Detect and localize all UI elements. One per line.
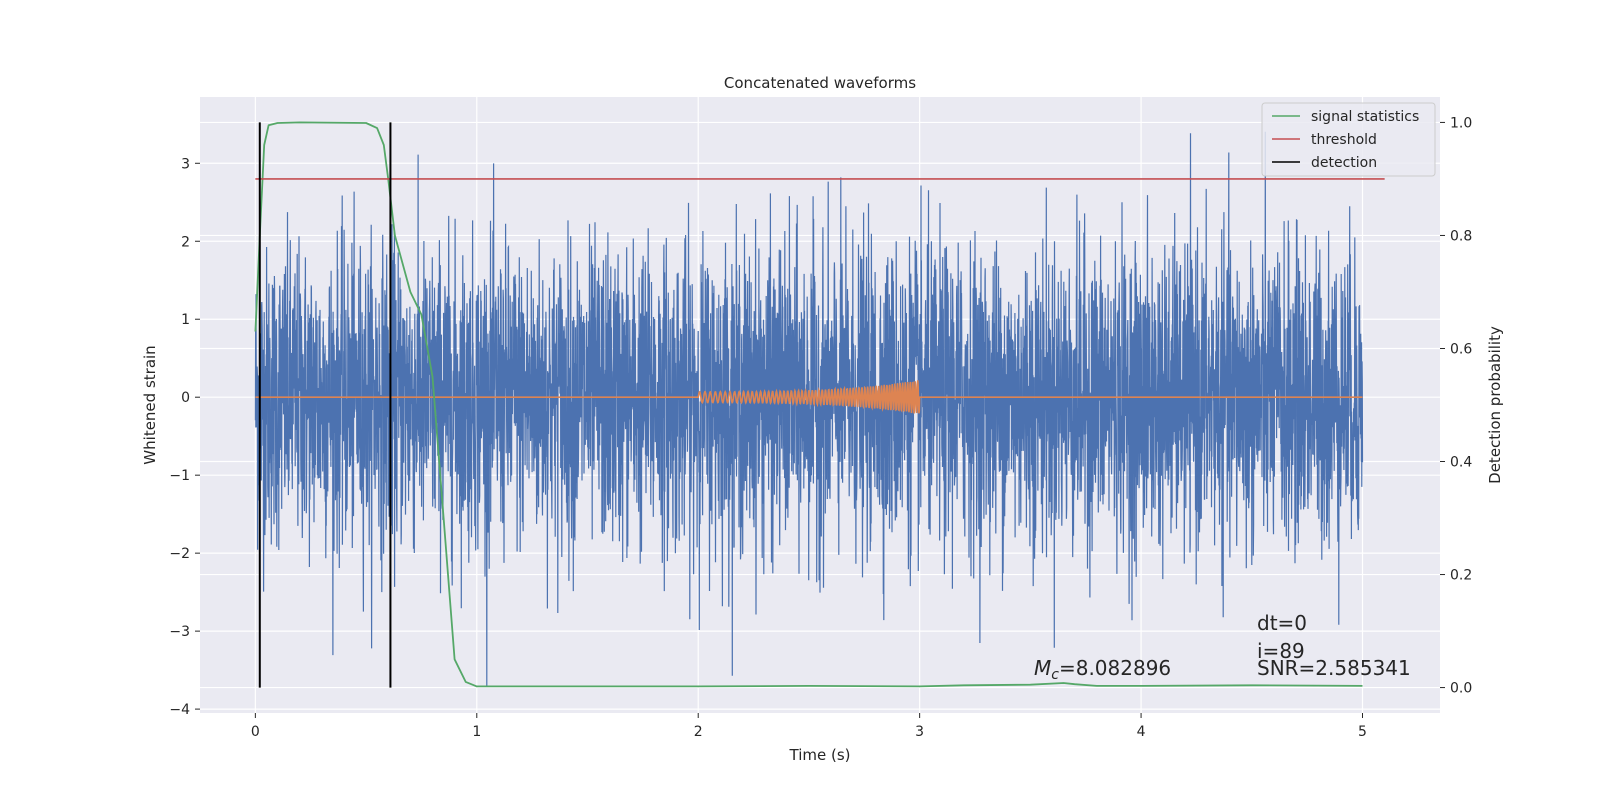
y-tick-label: 0 bbox=[181, 390, 190, 406]
series-layer bbox=[254, 121, 1385, 688]
x-tick-label: 2 bbox=[694, 724, 703, 740]
ticks: 0 1 2 3 4 5 −4 −3 −2 −1 0 1 2 3 0.0 0.2 0.4 0.6 0.8 1.0 bbox=[169, 115, 1472, 740]
x-tick-label: 3 bbox=[915, 724, 924, 740]
legend-box bbox=[1261, 102, 1436, 177]
y-tick-label: −2 bbox=[169, 546, 190, 562]
y-tick-label: 2 bbox=[181, 234, 190, 250]
annotation-dt: dt=0 bbox=[1257, 611, 1307, 635]
annotation-chirp-mass: Mc=8.082896 bbox=[1034, 656, 1171, 683]
series-line-template bbox=[255, 380, 1363, 414]
y-tick-label: −3 bbox=[169, 624, 190, 640]
x-axis-title: Time (s) bbox=[789, 746, 851, 764]
annotation-index: i=89 bbox=[1257, 639, 1305, 663]
legend-label-detection: detection bbox=[1311, 155, 1377, 171]
series-line-signal-statistics bbox=[254, 121, 1363, 688]
y-tick-label: −4 bbox=[169, 702, 190, 718]
chart-title: Concatenated waveforms bbox=[724, 74, 916, 92]
y-tick-label-right: 0.4 bbox=[1450, 455, 1472, 471]
x-tick-label: 0 bbox=[251, 724, 260, 740]
annotation-chirp-mass-symbol: M bbox=[1034, 656, 1051, 680]
y-tick-label-right: 1.0 bbox=[1450, 115, 1472, 131]
y-tick-label: 3 bbox=[181, 156, 190, 172]
y-axis-title: Whitened strain bbox=[141, 345, 159, 464]
legend-label-signal-statistics: signal statistics bbox=[1311, 109, 1419, 125]
annotation-snr: SNR=2.585341 bbox=[1257, 656, 1411, 680]
y-tick-label-right: 0.6 bbox=[1450, 341, 1472, 357]
x-tick-label: 4 bbox=[1137, 724, 1146, 740]
annotation-chirp-mass-subscript: c bbox=[1051, 667, 1059, 683]
x-tick-label: 1 bbox=[472, 724, 481, 740]
y-tick-label: 1 bbox=[181, 312, 190, 328]
y-tick-label: −1 bbox=[169, 468, 190, 484]
annotation-chirp-mass-value: =8.082896 bbox=[1059, 656, 1171, 680]
y-axis-title-right: Detection probability bbox=[1486, 326, 1504, 484]
x-tick-label: 5 bbox=[1358, 724, 1367, 740]
y-tick-label-right: 0.0 bbox=[1450, 681, 1472, 697]
legend-label-threshold: threshold bbox=[1311, 132, 1377, 148]
y-tick-label-right: 0.8 bbox=[1450, 228, 1472, 244]
y-tick-label-right: 0.2 bbox=[1450, 568, 1472, 584]
legend: signal statistics threshold detection bbox=[1261, 102, 1436, 177]
